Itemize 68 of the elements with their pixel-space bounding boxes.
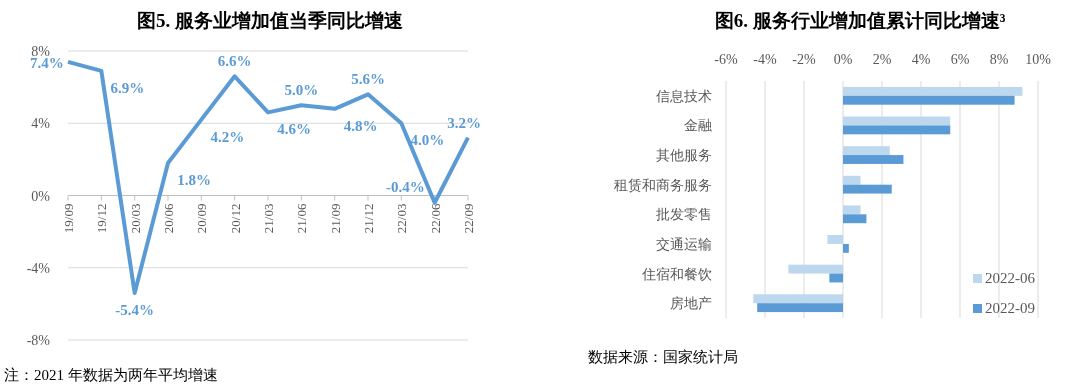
legend-label: 2022-06 [985, 270, 1036, 286]
y-tick-label: 住宿和餐饮 [641, 266, 712, 282]
bar [827, 235, 843, 244]
y-tick-label: 批发零售 [656, 207, 712, 223]
data-label: 4.8% [343, 117, 378, 134]
data-label: -5.4% [115, 302, 155, 319]
bar [843, 214, 867, 224]
bar [843, 205, 861, 215]
x-tick-label: 21/03 [261, 203, 276, 234]
y-tick-label: 租赁和商务服务 [614, 177, 712, 193]
bar [753, 294, 843, 304]
data-label: 6.6% [217, 53, 252, 70]
data-label: 4.2% [210, 128, 245, 145]
x-tick-label: 20/12 [227, 203, 243, 234]
y-tick-label: 金融 [684, 118, 712, 134]
data-label: 3.2% [447, 114, 481, 131]
x-tick-label: 8% [989, 52, 1009, 67]
data-label: 4.6% [277, 121, 311, 138]
data-label: -0.4% [385, 178, 425, 195]
x-tick-label: 22/06 [427, 203, 443, 234]
chart-title: 图6. 服务行业增加值累计同比增速³ [714, 10, 1006, 31]
data-label: 6.9% [110, 79, 145, 96]
y-tick-label: 4% [31, 116, 51, 132]
x-tick-label: 6% [950, 52, 970, 67]
bar [843, 155, 904, 164]
y-tick-label: 房地产 [670, 296, 712, 312]
bar [843, 175, 861, 185]
source-note: 数据来源：国家统计局 [588, 349, 738, 365]
bar [843, 116, 951, 126]
y-tick-label: -4% [26, 260, 51, 276]
bar [788, 264, 843, 274]
bar [843, 146, 890, 156]
x-tick-label: 21/06 [294, 203, 310, 234]
data-label: 5.6% [351, 71, 385, 88]
x-tick-label: -6% [714, 52, 738, 67]
x-tick-label: 19/09 [61, 203, 76, 234]
x-tick-label: -4% [753, 52, 777, 67]
bar [829, 273, 843, 283]
bar [843, 95, 1015, 105]
data-label: 4.0% [410, 132, 445, 149]
y-tick-label: -8% [26, 333, 51, 348]
x-tick-label: 20/03 [127, 203, 143, 234]
x-tick-label: -2% [792, 52, 816, 67]
x-tick-label: 2% [872, 52, 892, 67]
data-label: 1.8% [177, 171, 211, 188]
y-tick-label: 0% [31, 188, 51, 204]
x-tick-label: 10% [1025, 52, 1052, 67]
y-tick-label: 信息技术 [656, 88, 712, 104]
x-tick-label: 4% [911, 52, 931, 67]
text: 注：2021 年数据为两年平均增速 [4, 367, 218, 383]
y-tick-label: 其他服务 [656, 148, 712, 164]
x-tick-label: 22/03 [394, 203, 410, 234]
data-label: 5.0% [284, 82, 319, 99]
chart-title: 图5. 服务业增加值当季同比增速 [137, 10, 403, 31]
x-tick-label: 20/06 [161, 203, 176, 234]
bar [843, 125, 951, 135]
x-tick-label: 20/09 [194, 203, 210, 234]
legend-label: 2022-09 [985, 300, 1035, 316]
bar [843, 243, 849, 253]
bar [843, 184, 892, 194]
bar [757, 303, 843, 313]
x-tick-label: 21/12 [361, 203, 376, 234]
y-tick-label: 交通运输 [656, 236, 712, 252]
x-tick-label: 19/12 [94, 203, 110, 234]
bar [843, 86, 1023, 96]
x-tick-label: 21/09 [327, 203, 343, 234]
x-tick-label: 0% [833, 52, 853, 67]
x-tick-label: 22/09 [461, 203, 476, 234]
